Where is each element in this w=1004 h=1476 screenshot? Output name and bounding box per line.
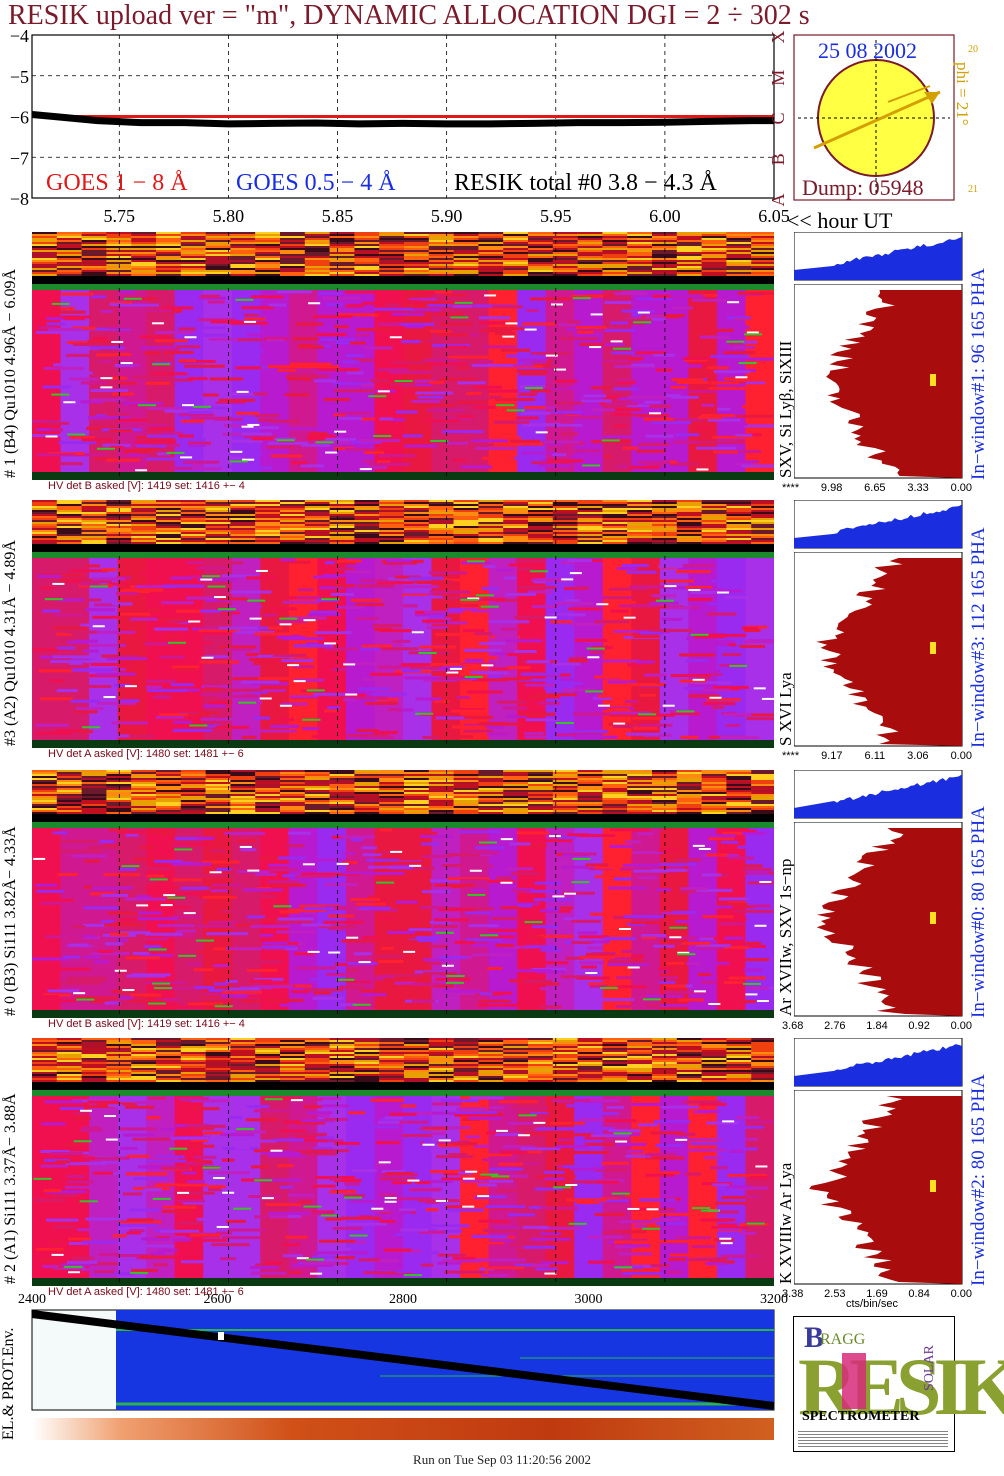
in-window-label: In−window#2: 80 165 PHA [968,1074,989,1286]
pha-tick: **** [782,482,800,494]
pha-tick-labels: **** 9.17 6.11 3.06 0.00 [782,750,972,764]
pha-tick: 9.17 [821,750,843,762]
goes-y-tick-label: −7 [10,148,29,168]
channel-lines-label: K XVIIIw Ar Lya [776,1162,795,1284]
hv-label: HV det B asked [V]: 1419 set: 1416 +− 4 [48,480,245,492]
time-axis: 5.75 5.80 5.85 5.90 5.95 6.00 6.05 [0,206,790,232]
time-tick-label: 5.85 [321,206,354,226]
time-tick-label: 5.95 [540,206,572,226]
hv-label: HV det A asked [V]: 1480 set: 1481 +− 6 [48,748,244,760]
channel-side-label: # 1 (B4) Qu1010 4.96Å − 6.09Å [2,268,19,478]
resik-logo: B RAGG RESIK SOLAR SPECTROMETER [793,1316,1004,1452]
run-timestamp: Run on Tue Sep 03 11:20:56 2002 [413,1452,591,1467]
channel-side-label: # 0 (B3) Si111 3.82Å− 4.33Å [2,826,19,1016]
pha-tick-labels: **** 9.98 6.65 3.33 0.00 [782,482,972,496]
env-panel [31,1309,775,1440]
env-color-strip [32,1418,774,1440]
goes-class-letter: A [768,194,788,207]
channel-heatmap [32,232,774,480]
phi-small-bottom: 21 [968,184,978,195]
pha-large-plot [794,1090,963,1285]
channel-side-label: #3 (A2) Qu1010 4.31Å − 4.89Å [2,540,19,746]
env-tick-label: 2800 [389,1292,417,1307]
pha-tick: 0.00 [950,1288,972,1300]
goes-y-tick-label: −4 [10,30,29,46]
pha-tick: 3.06 [907,750,929,762]
pha-tick-labels: 3.68 2.76 1.84 0.92 0.00 [782,1020,972,1034]
channel-lines-label: SXV, Si Lyβ, SiXIII [776,340,795,478]
time-tick-label: 6.00 [649,206,681,226]
pha-small-plot [794,770,963,819]
in-window-label: In−window#1: 96 165 PHA [968,268,989,480]
pha-tick: **** [782,750,800,762]
goes-class-letter: M [768,70,788,86]
pha-unit-label: cts/bin/sec [846,1298,898,1310]
goes-class-letter: X [768,31,788,44]
legend-goes-short: GOES 0.5 − 4 Å [236,170,396,196]
pha-tick: 2.76 [824,1020,846,1032]
in-window-label: In−window#3: 112 165 PHA [968,527,989,748]
pha-large-plot [794,552,963,747]
channel-lines-label: Ar XVIIw, SXV 1s−np [776,858,795,1016]
env-tick-label: 3000 [574,1292,603,1307]
hv-label: HV det B asked [V]: 1419 set: 1416 +− 4 [48,1018,245,1030]
time-axis-unit: << hour UT [787,208,893,233]
channel-side-label: # 2 (A1) Si111 3.37Å− 3.88Å [2,1093,19,1285]
legend-resik-total: RESIK total #0 3.8 − 4.3 Å [454,170,717,196]
sun-date: 25 08 2002 [818,38,917,63]
pha-tick: 9.98 [820,482,843,494]
pha-tick-labels: 3.38 2.53 1.69 0.84 0.00 [782,1288,972,1302]
pha-large-plot [794,284,963,479]
pha-tick: 0.00 [950,1020,972,1032]
goes-y-tick-label: −6 [10,108,29,128]
pha-tick: 2.53 [824,1288,846,1300]
pha-tick: 1.69 [866,1288,888,1300]
channel-lines-label: S XVI Lya [776,672,795,746]
pha-tick: 3.33 [907,482,929,494]
in-window-label: In−window#0: 80 165 PHA [968,806,989,1018]
pha-tick: 6.65 [864,482,886,494]
dump-label: Dump: 05948 [802,175,924,200]
channel-heatmap [32,770,774,1018]
pha-tick: 0.00 [950,750,972,762]
pha-tick: 3.68 [782,1020,804,1032]
time-tick-label: 5.90 [430,206,463,226]
pha-tick: 6.11 [864,750,886,762]
phi-label: phi = 21° [953,62,972,126]
pha-small-plot [794,1038,963,1087]
goes-y-tick-label: −5 [10,67,29,87]
page-title: RESIK upload ver = "m", DYNAMIC ALLOCATI… [8,0,810,31]
pha-tick: 0.84 [908,1288,930,1300]
pha-tick: 1.84 [866,1020,888,1032]
goes-class-letter: B [768,153,788,165]
env-tick-label: 3200 [760,1292,788,1307]
goes-y-axis: −4−5−6−7−8 [10,30,29,209]
env-label: EL.& PROT.Env. [0,1327,17,1440]
time-tick-label: 5.75 [103,206,136,226]
channel-heatmap [32,500,774,748]
logo-spectrometer: SPECTROMETER [802,1409,920,1424]
legend-goes-long: GOES 1 − 8 Å [46,170,188,196]
pha-large-plot [794,822,963,1017]
pha-small-plot [794,500,963,549]
goes-class-letter: C [768,112,788,124]
time-tick-label: 5.80 [212,206,245,226]
channel-heatmap [32,1038,774,1286]
env-tick-label: 2600 [203,1292,232,1307]
pha-small-plot [794,232,963,281]
pha-tick: 0.00 [950,482,972,494]
phi-small-top: 20 [968,44,978,55]
env-tick-label: 2400 [18,1292,46,1307]
pha-tick: 0.92 [908,1020,930,1032]
